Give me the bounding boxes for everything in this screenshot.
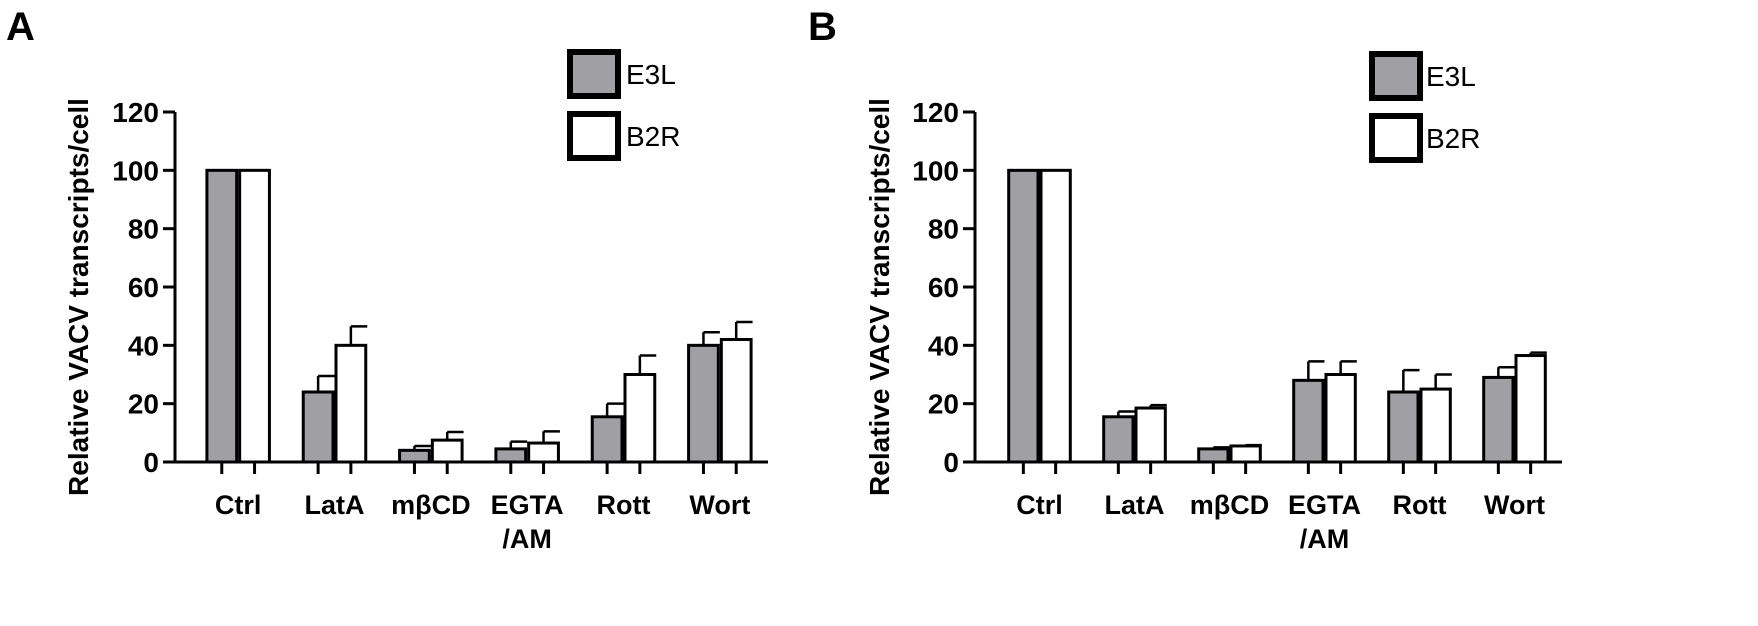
bar-b2r — [334, 343, 368, 464]
x-tick-label: Ctrl — [1016, 490, 1063, 520]
bar-e3l — [1197, 447, 1230, 464]
panel-a: A Relative VACV transcripts/cell 0 20 40 60 80… — [6, 5, 768, 554]
y-tick-label: 0 — [143, 447, 159, 478]
y-tick-label: 60 — [928, 272, 959, 303]
y-axis-label: Relative VACV transcripts/cell — [63, 98, 94, 496]
bar-b2r — [1039, 168, 1072, 464]
y-tick-label: 80 — [128, 214, 159, 245]
y-tick-label: 60 — [128, 272, 159, 303]
y-tick-label: 100 — [112, 155, 159, 186]
bar-b2r — [527, 441, 560, 464]
y-tick-label: 0 — [943, 447, 959, 478]
y-tick-label: 40 — [928, 330, 959, 361]
bar-b2r — [1419, 387, 1452, 464]
x-tick-label: mβCD — [391, 490, 470, 520]
y-tick-label: 20 — [128, 389, 159, 420]
bar-b2r — [719, 338, 753, 464]
x-tick-label: EGTA — [1288, 490, 1361, 520]
bar-e3l — [1292, 378, 1325, 464]
bar-e3l — [1482, 375, 1515, 464]
legend-swatch-b2r — [567, 111, 621, 161]
bar-b2r — [238, 168, 271, 464]
legend-label: E3L — [1426, 61, 1476, 92]
legend-swatch-e3l — [567, 49, 621, 99]
bar-b2r — [1229, 444, 1262, 464]
x-tick-label: /AM — [1300, 524, 1350, 554]
x-tick-label: Ctrl — [215, 490, 262, 520]
x-tick-label: LatA — [305, 490, 365, 520]
legend-label: E3L — [626, 59, 676, 90]
bar-b2r — [1324, 373, 1357, 464]
y-tick-label: 80 — [928, 214, 959, 245]
x-tick-label: Wort — [689, 490, 750, 520]
panel-label: B — [808, 5, 837, 49]
x-tick-label: Wort — [1484, 490, 1545, 520]
legend-swatch-b2r — [1369, 113, 1423, 163]
panel-label: A — [6, 5, 35, 49]
y-tick-label: 20 — [928, 389, 959, 420]
bar-e3l — [1387, 390, 1420, 464]
x-tick-label: LatA — [1105, 490, 1165, 520]
y-tick-label: 120 — [912, 97, 959, 128]
bar-e3l — [301, 390, 335, 464]
x-tick-label: mβCD — [1190, 490, 1269, 520]
bar-e3l — [1102, 415, 1135, 464]
bar-e3l — [687, 343, 720, 464]
bar-b2r — [623, 373, 657, 464]
bar-e3l — [1007, 168, 1040, 464]
x-tick-label: /AM — [502, 524, 552, 554]
bar-e3l — [398, 448, 431, 464]
panel-b: B Relative VACV transcripts/cell 0 20 40 60 80… — [808, 5, 1562, 554]
legend-swatch-e3l — [1369, 51, 1423, 101]
y-tick-label: 120 — [112, 97, 159, 128]
bar-e3l — [494, 447, 528, 464]
legend-label: B2R — [1426, 123, 1480, 154]
y-tick-label: 100 — [912, 155, 959, 186]
y-axis-label: Relative VACV transcripts/cell — [864, 98, 895, 496]
bar-b2r — [1514, 354, 1547, 464]
bar-b2r — [1134, 406, 1167, 464]
legend-label: B2R — [626, 121, 680, 152]
bar-e3l — [590, 415, 624, 464]
x-tick-label: EGTA — [491, 490, 564, 520]
y-tick-label: 40 — [128, 330, 159, 361]
bar-b2r — [430, 438, 464, 464]
x-tick-label: Rott — [1393, 490, 1447, 520]
bar-e3l — [205, 168, 239, 464]
x-tick-label: Rott — [597, 490, 651, 520]
